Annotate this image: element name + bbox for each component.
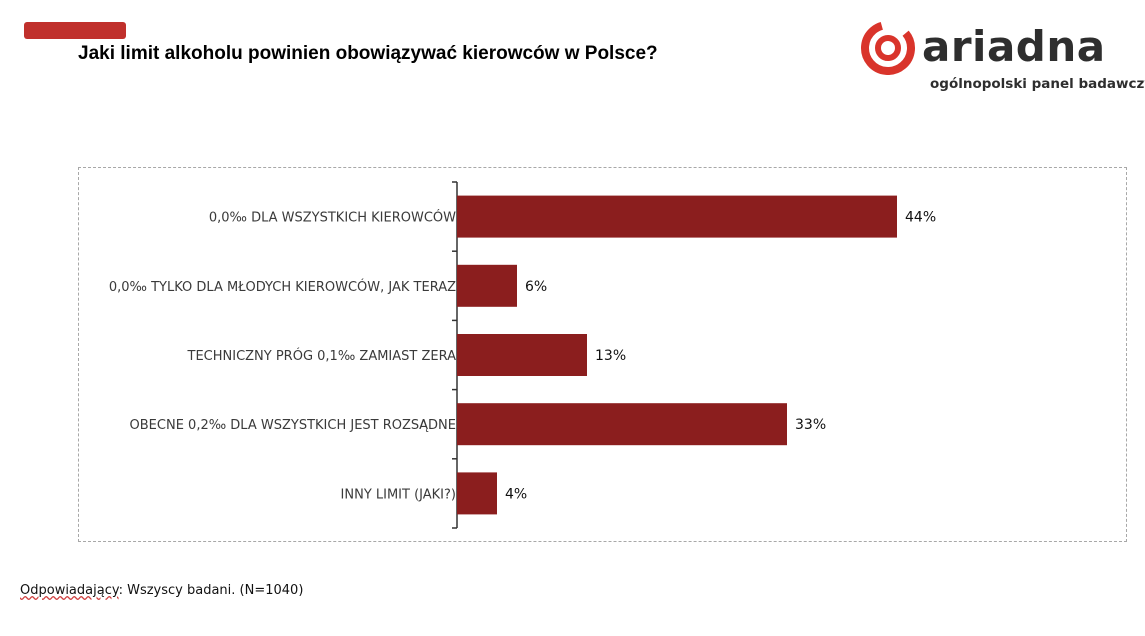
value-label-5: 4% [505, 486, 527, 502]
value-label-4: 33% [795, 417, 826, 433]
footnote: Odpowiadający: Wszyscy badani. (N=1040) [20, 583, 303, 598]
logo-tagline: ogólnopolski panel badawczy [930, 76, 1145, 92]
page-title: Jaki limit alkoholu powinien obowiązywać… [78, 43, 658, 64]
category-label-2: 0,0‰ TYLKO DLA MŁODYCH KIEROWCÓW, JAK TE… [109, 279, 456, 295]
value-label-2: 6% [525, 279, 547, 295]
category-label-4: OBECNE 0,2‰ DLA WSZYSTKICH JEST ROZSĄDNE [130, 418, 456, 433]
footnote-text: : Wszyscy badani. (N=1040) [118, 583, 304, 598]
bar-1 [457, 195, 897, 238]
bar-4 [457, 403, 787, 446]
category-label-5: INNY LIMIT (JAKI?) [341, 487, 456, 502]
chart-frame: 0,0‰ DLA WSZYSTKICH KIEROWCÓW 44% 0,0‰ TYL… [78, 167, 1127, 542]
header-accent-bar [24, 22, 126, 39]
bar-5 [457, 472, 497, 515]
ariadna-spiral-icon [861, 21, 915, 75]
brand-logo: ariadna ogólnopolski panel badawczy [860, 20, 1145, 95]
bar-3 [457, 334, 587, 376]
bar-2 [457, 264, 517, 307]
category-label-1: 0,0‰ DLA WSZYSTKICH KIEROWCÓW [209, 210, 456, 226]
category-label-3: TECHNICZNY PRÓG 0,1‰ ZAMIAST ZERA [187, 348, 457, 364]
logo-wordmark: ariadna [922, 22, 1106, 71]
footnote-label: Odpowiadający [20, 583, 119, 598]
value-label-1: 44% [905, 210, 936, 226]
value-label-3: 13% [595, 348, 626, 364]
bar-chart: 0,0‰ DLA WSZYSTKICH KIEROWCÓW 44% 0,0‰ TYL… [109, 181, 936, 529]
